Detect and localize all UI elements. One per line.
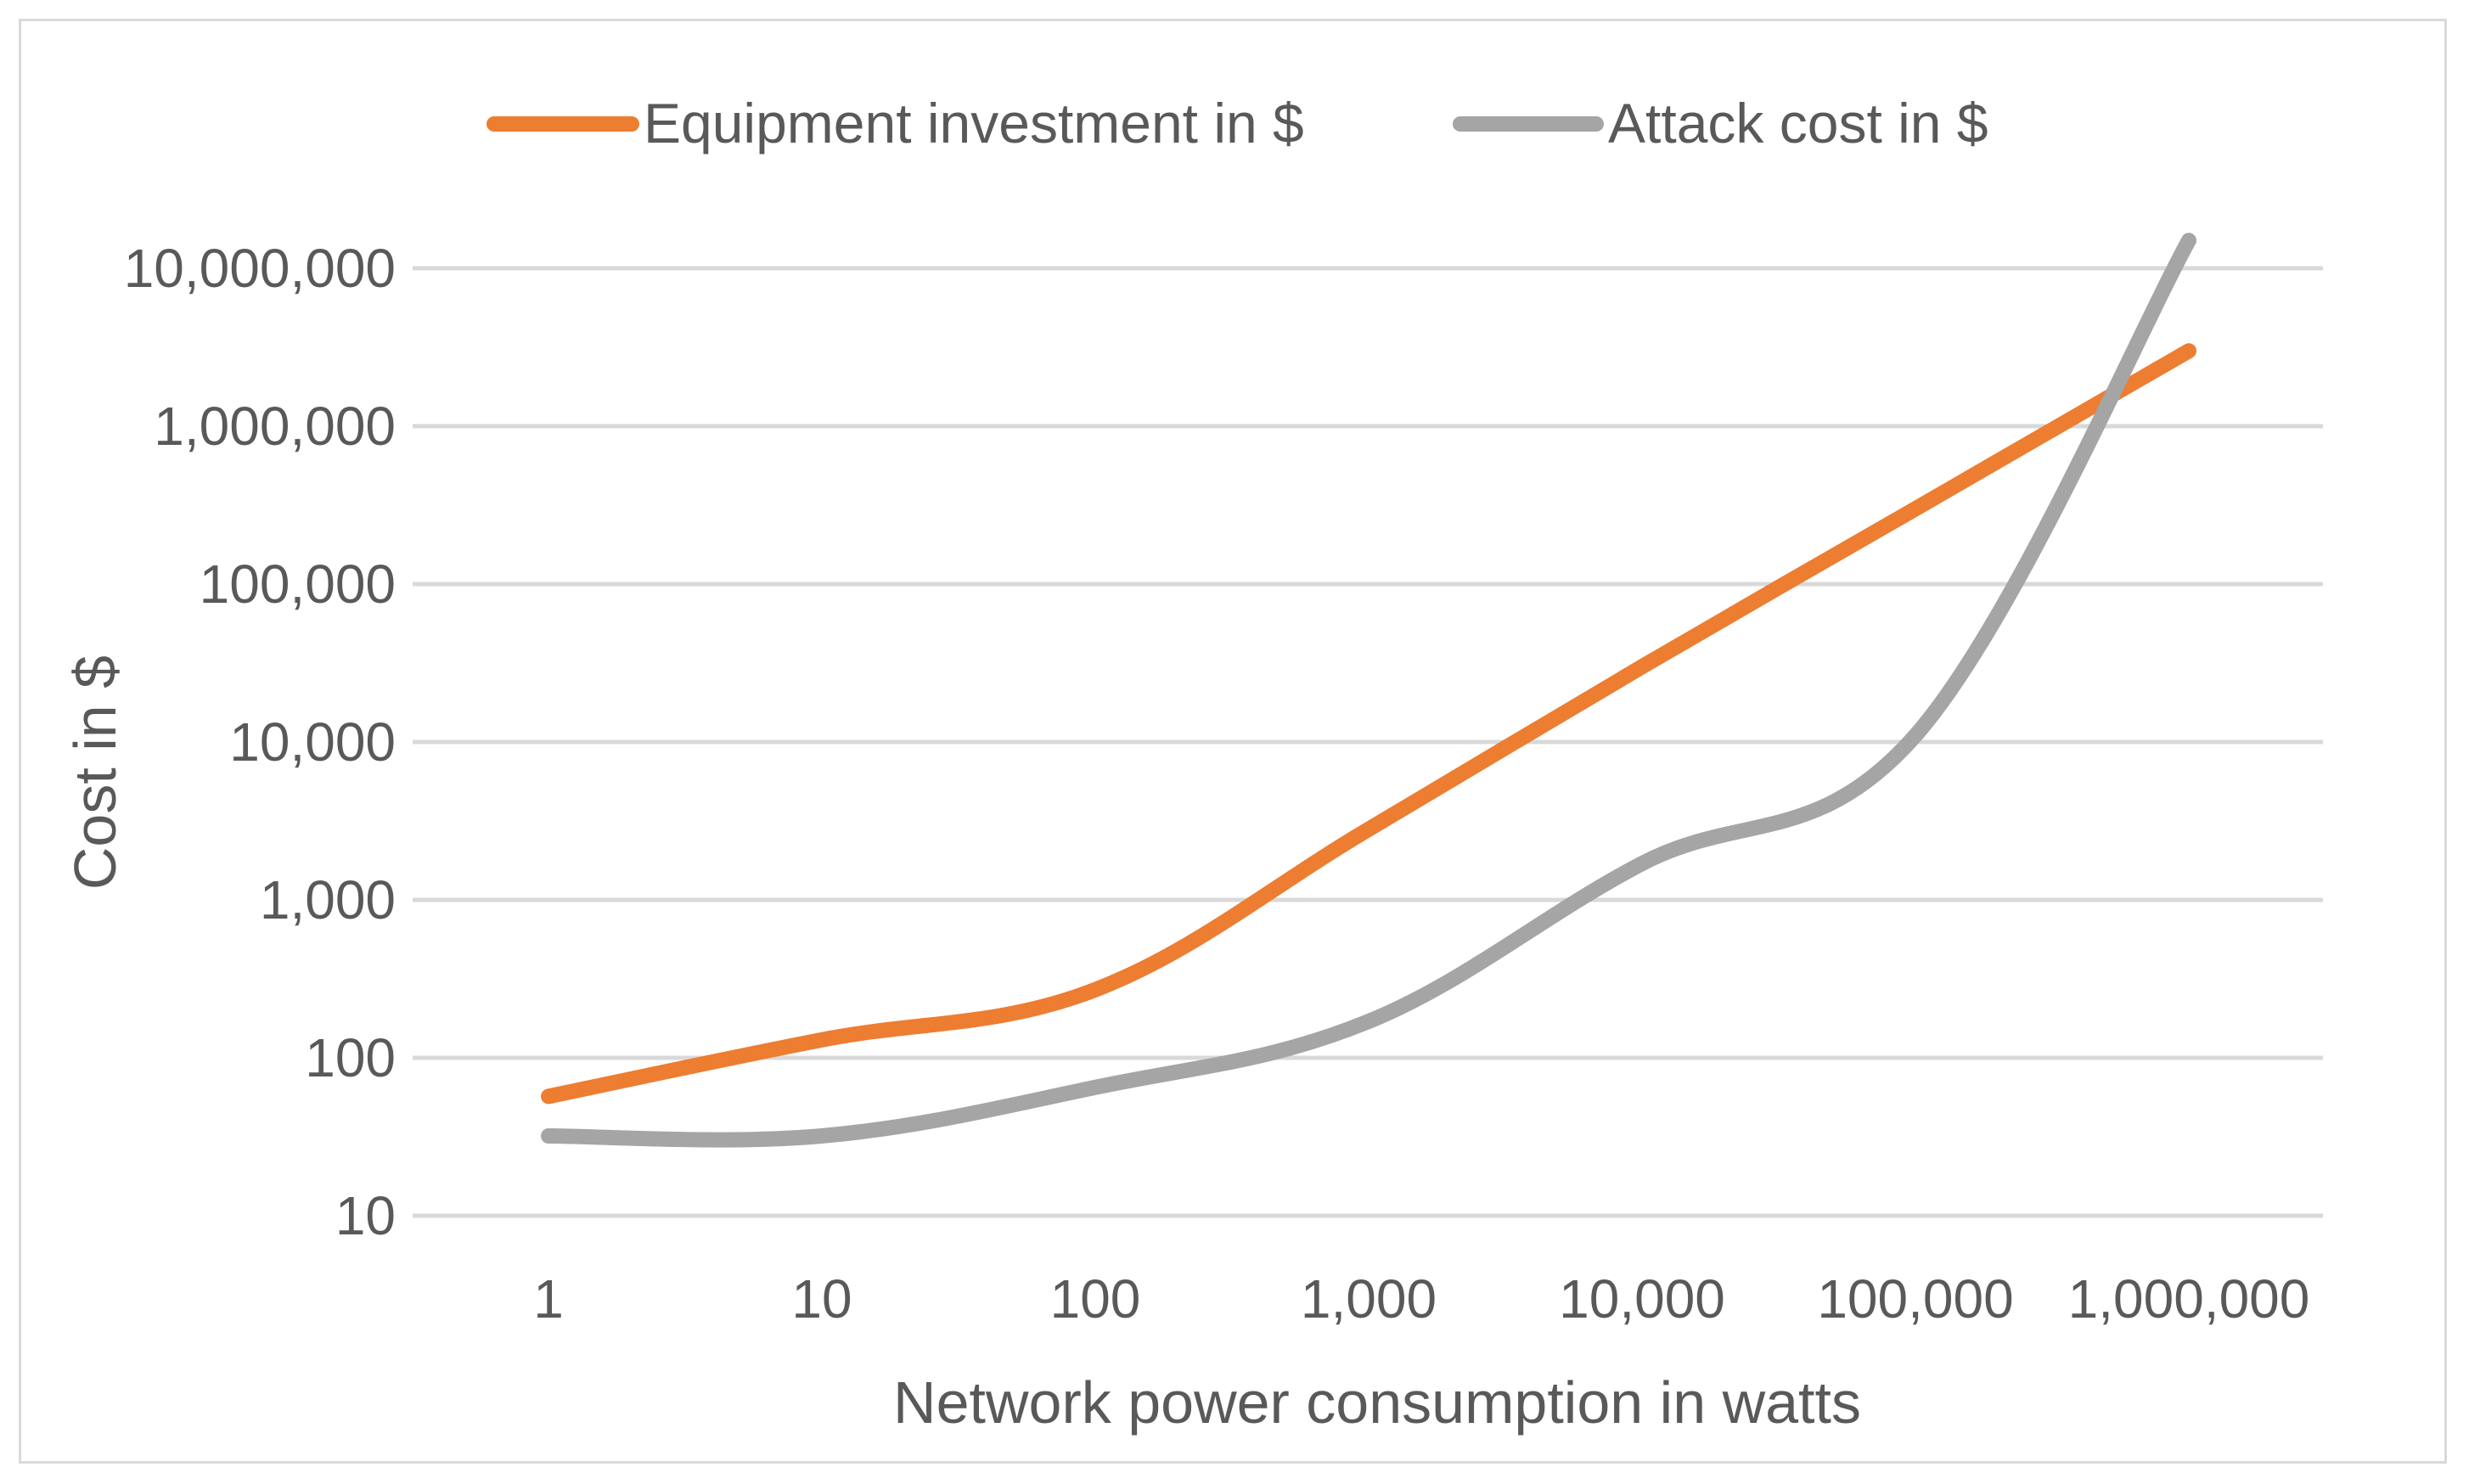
y-tick-label-3: 10,000: [229, 711, 396, 773]
y-tick-label-6: 10,000,000: [124, 238, 396, 299]
y-axis-tick-labels: 10 100 1,000 10,000 100,000 1,000,000 10,000,0…: [124, 238, 396, 1246]
legend-item-attack[interactable]: Attack cost in $: [1453, 92, 1988, 155]
x-tick-label-1: 10: [791, 1268, 852, 1329]
x-axis-title: Network power consumption in watts: [893, 1369, 1861, 1436]
series-line-equipment: [541, 343, 2196, 1105]
gridlines: [413, 266, 2323, 1218]
series-lines: [541, 233, 2196, 1148]
x-tick-label-2: 100: [1050, 1268, 1141, 1329]
legend-label-attack: Attack cost in $: [1608, 92, 1988, 155]
y-tick-label-2: 1,000: [260, 869, 396, 930]
y-axis-title: Cost in $: [62, 655, 128, 890]
x-tick-label-6: 1,000,000: [2068, 1268, 2310, 1329]
series-line-attack: [541, 233, 2196, 1148]
x-tick-label-3: 1,000: [1301, 1268, 1437, 1329]
legend-item-equipment[interactable]: Equipment investment in $: [486, 92, 1304, 155]
legend-label-equipment: Equipment investment in $: [644, 92, 1304, 155]
x-tick-label-0: 1: [533, 1268, 564, 1329]
y-tick-label-4: 100,000: [200, 554, 396, 615]
legend: Equipment investment in $ Attack cost in…: [486, 92, 1988, 155]
x-tick-label-4: 10,000: [1559, 1268, 1725, 1329]
x-tick-label-5: 100,000: [1817, 1268, 2013, 1329]
y-tick-label-5: 1,000,000: [154, 396, 396, 457]
x-axis-tick-labels: 1 10 100 1,000 10,000 100,000 1,000,000: [533, 1268, 2309, 1329]
y-tick-label-1: 100: [305, 1027, 396, 1088]
y-tick-label-0: 10: [335, 1185, 396, 1246]
